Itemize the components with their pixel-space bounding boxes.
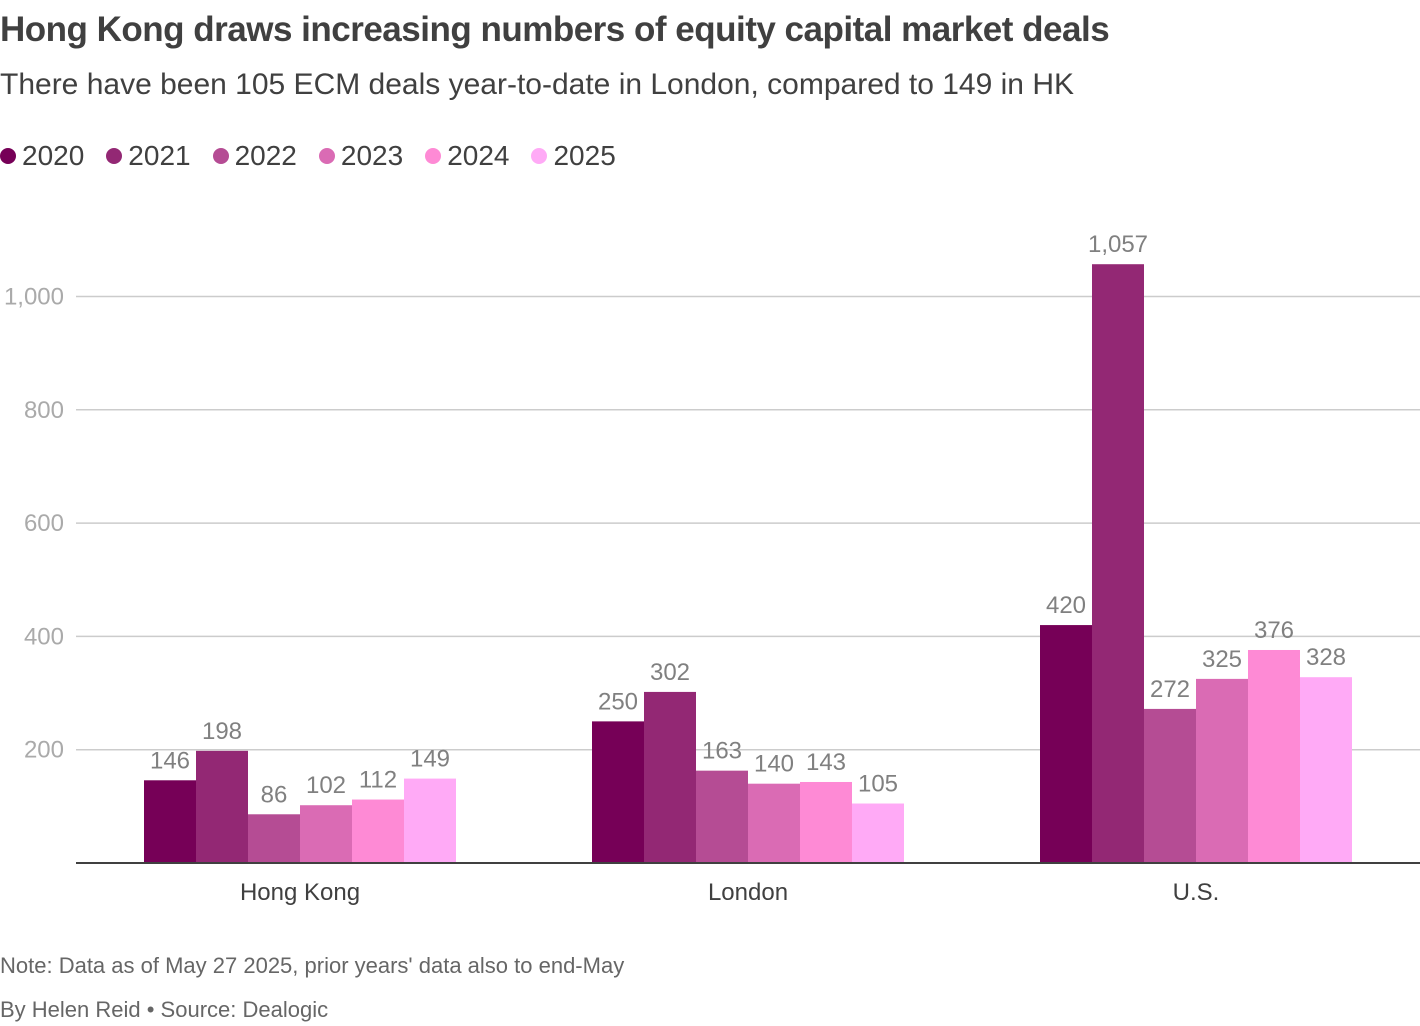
data-label: 250 [598, 688, 638, 715]
data-label: 272 [1150, 676, 1190, 703]
data-label: 149 [410, 746, 450, 773]
bar-2020-london [592, 721, 644, 863]
legend-dot-icon [0, 148, 16, 164]
legend-label: 2020 [22, 140, 85, 171]
bar-2025-hong-kong [404, 778, 456, 863]
chart-title: Hong Kong draws increasing numbers of eq… [0, 10, 1110, 49]
y-tick-label: 600 [24, 510, 64, 537]
legend-item-2020: 2020 [0, 140, 84, 172]
y-tick-label: 400 [24, 623, 64, 650]
x-category-label: Hong Kong [240, 879, 360, 906]
data-label: 112 [359, 767, 397, 794]
legend-label: 2022 [234, 140, 297, 171]
legend-dot-icon [106, 148, 123, 164]
bar-2020-hong-kong [144, 780, 196, 863]
legend-dot-icon [531, 148, 548, 164]
y-tick-label: 800 [24, 397, 64, 424]
bar-2023-u-s- [1196, 678, 1248, 863]
data-label: 102 [306, 772, 346, 799]
y-tick-label: 200 [24, 737, 64, 764]
data-label: 163 [702, 738, 742, 765]
legend-dot-icon [425, 148, 442, 164]
data-label: 198 [202, 718, 242, 745]
bar-2022-u-s- [1144, 708, 1196, 863]
bar-2025-u-s- [1300, 677, 1352, 863]
data-label: 143 [806, 749, 846, 776]
data-label: 302 [650, 659, 690, 686]
bar-2021-u-s- [1092, 264, 1144, 864]
chart-subtitle: There have been 105 ECM deals year-to-da… [0, 68, 1074, 101]
data-label: 325 [1202, 646, 1242, 673]
legend-item-2025: 2025 [531, 140, 616, 172]
x-category-label: U.S. [1173, 879, 1220, 906]
bar-2022-london [696, 770, 748, 863]
legend-item-2021: 2021 [106, 140, 191, 172]
bar-2025-london [852, 803, 904, 863]
legend-label: 2023 [340, 140, 404, 171]
data-label: 1,057 [1088, 231, 1148, 258]
data-label: 420 [1046, 592, 1086, 619]
legend-item-2023: 2023 [318, 140, 404, 172]
legend-label: 2025 [553, 140, 616, 171]
data-label: 105 [858, 771, 898, 798]
bar-2020-u-s- [1040, 625, 1092, 863]
y-tick-label: 1,000 [4, 284, 64, 311]
legend-item-2024: 2024 [425, 140, 509, 172]
bar-2021-london [644, 691, 696, 863]
x-category-label: London [708, 879, 788, 906]
legend: 2020 2021 2022 2023 2024 2025 [0, 140, 638, 172]
chart-note: Note: Data as of May 27 2025, prior year… [0, 953, 625, 978]
legend-dot-icon [212, 148, 229, 164]
chart-credit: By Helen Reid • Source: Dealogic [0, 997, 329, 1022]
bar-2021-hong-kong [196, 750, 248, 863]
legend-label: 2024 [447, 140, 510, 171]
bar-2022-hong-kong [248, 814, 300, 863]
legend-item-2022: 2022 [212, 140, 297, 172]
bar-2023-hong-kong [300, 805, 352, 863]
bar-2024-hong-kong [352, 799, 404, 863]
bar-2023-london [748, 783, 800, 863]
bar-2024-u-s- [1248, 649, 1300, 863]
data-label: 146 [150, 747, 190, 774]
bar-2024-london [800, 781, 852, 863]
legend-dot-icon [318, 148, 335, 164]
legend-label: 2021 [128, 140, 191, 171]
data-label: 140 [754, 751, 794, 778]
data-label: 376 [1254, 617, 1294, 644]
data-label: 86 [261, 781, 288, 808]
data-label: 328 [1306, 644, 1346, 671]
